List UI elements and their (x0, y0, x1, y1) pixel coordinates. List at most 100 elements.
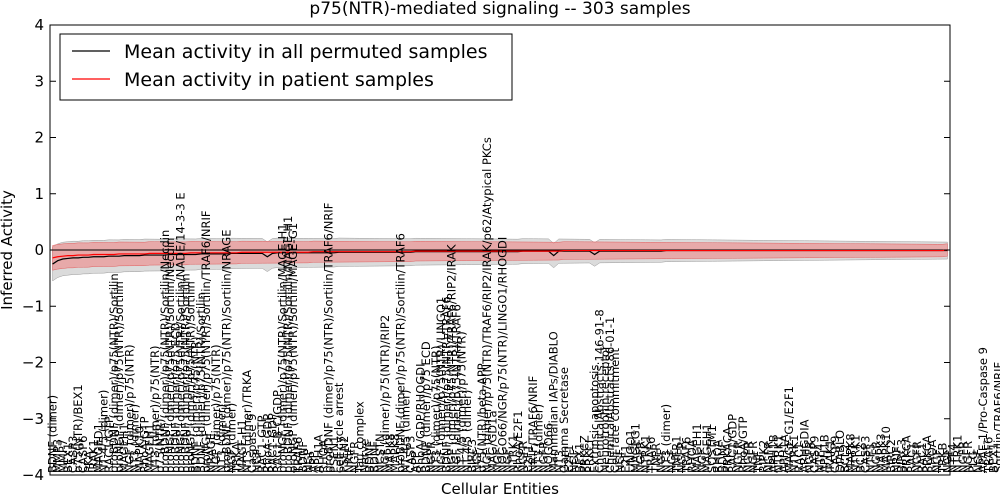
entity-label: PLG (966, 451, 980, 473)
entity-label: MAG/GD1a (485, 410, 499, 473)
entity-label: RhoA/E2F1 (511, 410, 525, 473)
entity-label: TRKA (230, 443, 244, 474)
entity-label: TNF (751, 451, 765, 474)
entity-label: PRKCA (920, 435, 934, 473)
entity-label: PRKCA (900, 435, 914, 473)
entity-label: NGF (250, 449, 264, 473)
entity-label: proNGF (dimer)/p75(NTR)/Sortilin (112, 281, 126, 473)
entity-label: NOGO66/NGR/p75(NTR)/LINGO1/RHOGDI (496, 237, 510, 473)
entity-label: Cell fate commitment (608, 347, 622, 473)
entity-label: MAGE-H1 (235, 419, 249, 473)
entity-label: NOGO66 (542, 423, 556, 473)
entity-label: MAPK3 (874, 433, 888, 473)
entity-label: PRKCI (582, 440, 596, 473)
entity-label: BIRC3 (894, 439, 908, 473)
entity-label: BDNF (296, 441, 310, 473)
entity-label: RhoA/GTP (736, 416, 750, 473)
entity-label: MAPK10 (879, 426, 893, 473)
entity-label: TNFR (649, 443, 663, 474)
entity-label: BEX1 (61, 443, 75, 473)
entity-label: NT3 (dimer) (214, 404, 228, 473)
entity-label: PRKCZ (577, 435, 591, 473)
entity-label: TNFR1 (669, 435, 683, 474)
entity-label: RAC1/GDP (726, 414, 740, 473)
entity-label: NGF (940, 449, 954, 473)
patient-band (52, 240, 948, 271)
entity-label: NGF (dimer)/p75(NTR)/TRAF6/RIP2/IRAK/p62… (480, 137, 494, 473)
entity-label: NT3 (dimer) (127, 404, 141, 473)
entity-label: RAC1-GTP (255, 415, 269, 473)
entity-label: RHOA (685, 440, 699, 473)
entity-label: Sortilin/TRAF6/NRIF (992, 362, 1000, 473)
entity-label: MAGED1 (92, 423, 106, 473)
entity-label: proNGF (dimer)/p75(NTR)/Sortilin/MAGE-G1 (286, 223, 300, 473)
entity-label: RhoA-GDP (260, 414, 274, 473)
entity-label: BDNF (715, 441, 729, 473)
entity-label: NGFR (956, 441, 970, 473)
entity-label: Gamma Secretase (557, 367, 571, 473)
entity-label: BDNF (368, 441, 382, 473)
entity-label: RHOA (317, 440, 331, 473)
entity-label: NGF (567, 449, 581, 473)
entity-label: Tau complex (352, 401, 366, 474)
entity-label: NGF (664, 449, 678, 473)
entity-label: APH1B (767, 434, 781, 473)
entity-label: NT3 (552, 450, 566, 473)
entity-label: APAF-1/Pro-Caspase 9 (976, 347, 990, 473)
entity-label: RAC1 (792, 442, 806, 473)
entity-label: NTRK1 (772, 435, 786, 473)
entity-label: NGFR (761, 441, 775, 473)
entity-label: p75(NTR) (153, 418, 167, 473)
entity-label: CASP9 (807, 436, 821, 473)
entity-label: MAPK8 (388, 433, 402, 473)
entity-label: NTRK1 (951, 435, 965, 473)
entity-label: RAC1-GDP (265, 413, 279, 473)
entity-label: Neurotrophin receptor (598, 345, 612, 473)
entity-label: NGF (501, 449, 515, 473)
legend-box (59, 33, 513, 101)
entity-label: NGF (654, 449, 668, 473)
entity-label: ChemicalAbstracts:146-91-8 (593, 309, 607, 473)
entity-label: NTF4 (946, 443, 960, 473)
entity-label: NGF (dimer)/p75(NTR)/TRAF6/RIP2/IRAK (444, 244, 458, 473)
y-tick-label: −2 (22, 354, 44, 372)
entity-label: CASP3 (66, 436, 80, 473)
entity-label: APP (306, 451, 320, 473)
entity-label: NGFR (347, 441, 361, 473)
entity-label: NT3 (dimer)/p75(NTR) (148, 346, 162, 473)
y-tick-label: 2 (34, 129, 44, 147)
entity-label: proNGF (dimer)/p75(NTR)/Sortilin (184, 281, 198, 473)
entity-label: MAGE-G1/E2F1 (782, 386, 796, 473)
entity-label: NCSTN (373, 433, 387, 473)
entity-label: TRKB (935, 442, 949, 474)
entity-label: NGFR (424, 441, 438, 473)
entity-label: RHOA (925, 440, 939, 473)
entity-label: NGFR (910, 441, 924, 473)
entity-label: NT3 (dimer) (659, 404, 673, 473)
entity-label: APH1A (777, 434, 791, 473)
legend: Mean activity in all permuted samples Me… (59, 33, 513, 101)
entity-label: proBDNF (dimer)/p75(NTR)/Sortilin/TRAF6 (393, 233, 407, 473)
entity-label: NGFR (731, 441, 745, 473)
entity-label: proNGF (dimer)/p75(NTR)/Sortilin/Necdin (163, 238, 177, 473)
entity-label: PSEN1 (327, 436, 341, 473)
entity-label: NRIF (889, 446, 903, 473)
entity-label: proBDNF (dimer)/p75 ECD (168, 322, 182, 473)
entity-label: MAGEH1 (700, 423, 714, 473)
entity-label: NGFR (869, 441, 883, 473)
entity-label: BCL2 (854, 444, 868, 473)
entity-label: LINGO1 (623, 429, 637, 473)
entity-label: NTRK1 (506, 435, 520, 473)
entity-label: NTF3 (864, 443, 878, 473)
entity-label: NGFR (802, 441, 816, 473)
entity-label: Mammalian IAPs/DIABLO (547, 331, 561, 473)
confidence-bands (52, 237, 948, 282)
entity-label: TRAF6 (644, 437, 658, 474)
entity-label: SQSTM1 (705, 425, 719, 473)
entity-label: BDNF (363, 441, 377, 473)
entity-label: ChemicalAbstracts:86-01-1 (603, 317, 617, 473)
entity-label: NGFR (536, 441, 550, 473)
entity-label: NT3 (dimer) (531, 404, 545, 473)
entity-label: BEX1 (572, 443, 586, 473)
entity-label: E2F1 (521, 444, 535, 473)
